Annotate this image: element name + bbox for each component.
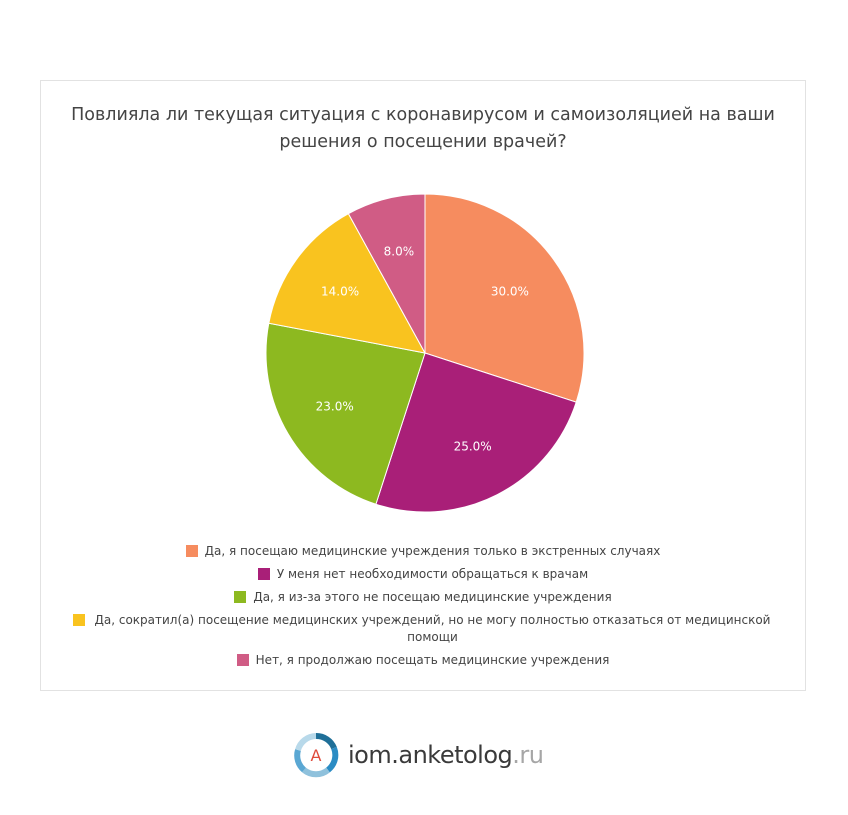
pie-slice[interactable] (375, 352, 577, 513)
legend-swatch (236, 654, 249, 666)
legend-label: Да, я посещаю медицинские учреждения тол… (204, 544, 661, 558)
legend-item[interactable]: Нет, я продолжаю посещать медицинские уч… (61, 652, 785, 669)
logo-main-text: iom.anketolog (348, 741, 513, 769)
slice-value-label: 8.0% (384, 244, 415, 258)
pie-slice[interactable] (347, 193, 426, 354)
legend-swatch (257, 568, 270, 580)
legend-item[interactable]: Да, сократил(а) посещение медицинских уч… (61, 612, 785, 646)
legend-item[interactable]: Да, я посещаю медицинские учреждения тол… (61, 543, 785, 560)
chart-legend: Да, я посещаю медицинские учреждения тол… (61, 543, 785, 675)
anketolog-logo-icon: A (294, 733, 339, 778)
legend-label: Нет, я продолжаю посещать медицинские уч… (255, 653, 610, 667)
slice-value-label: 30.0% (491, 284, 529, 298)
legend-label: Да, я из-за этого не посещаю медицинские… (253, 590, 612, 604)
logo-tld-text: .ru (512, 741, 544, 769)
legend-label: Да, сократил(а) посещение медицинских уч… (94, 613, 771, 644)
logo-wordmark: iom.anketolog.ru (348, 741, 544, 769)
anketolog-logo[interactable]: A iom.anketolog.ru (292, 732, 544, 778)
legend-label: У меня нет необходимости обращаться к вр… (276, 567, 589, 581)
legend-swatch (73, 614, 85, 626)
pie-chart: 30.0% 25.0% 23.0% 14.0% 8.0% (265, 193, 585, 513)
chart-card: Повлияла ли текущая ситуация с коронавир… (40, 80, 806, 691)
pie-slice[interactable] (265, 322, 426, 505)
pie-slice[interactable] (424, 193, 585, 403)
slice-value-label: 14.0% (321, 284, 359, 298)
legend-item[interactable]: Да, я из-за этого не посещаю медицинские… (61, 589, 785, 606)
chart-title: Повлияла ли текущая ситуация с коронавир… (71, 105, 775, 152)
slice-value-label: 23.0% (316, 399, 354, 413)
legend-swatch (185, 545, 198, 557)
pie-slice[interactable] (268, 212, 426, 354)
legend-swatch (234, 591, 247, 603)
legend-item[interactable]: У меня нет необходимости обращаться к вр… (61, 566, 785, 583)
logo-icon-letter: A (311, 746, 322, 765)
slice-value-label: 25.0% (454, 440, 492, 454)
